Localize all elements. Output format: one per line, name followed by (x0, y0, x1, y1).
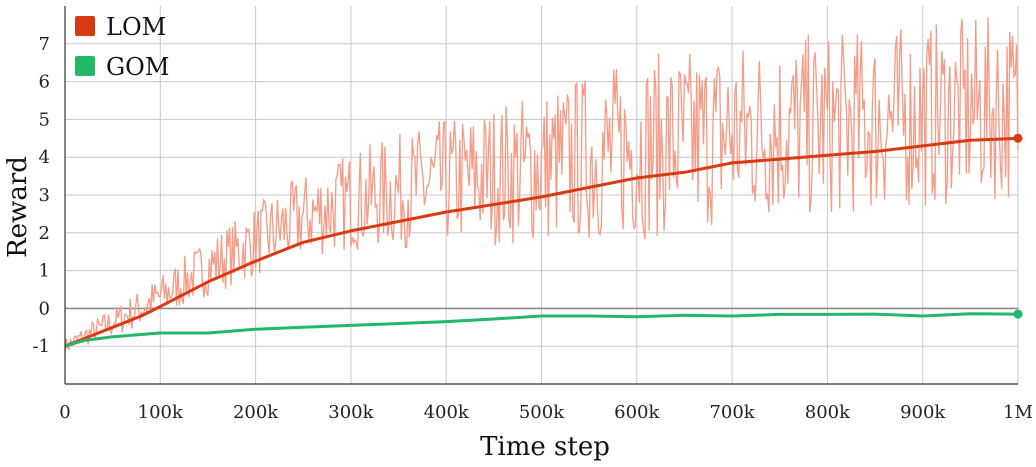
lom-raw-series (64, 17, 1019, 355)
y-tick-label: -1 (32, 336, 50, 357)
lom-line (64, 136, 1019, 348)
y-tick-label: 1 (39, 261, 50, 282)
x-tick-label: 100k (138, 402, 184, 423)
tick-labels: 0 100k 200k 300k 400k 500k 600k 700k 800k 900k 1M -… (32, 34, 1032, 423)
y-axis-title: Reward (3, 156, 33, 258)
x-tick-label: 500k (519, 402, 565, 423)
axes (64, 6, 1018, 385)
x-tick-label: 600k (614, 402, 660, 423)
gom-legend-swatch (75, 56, 95, 76)
x-tick-label: 900k (900, 402, 946, 423)
x-tick-label: 400k (424, 402, 470, 423)
x-tick-label: 1M (1003, 402, 1033, 423)
y-tick-label: 4 (39, 147, 50, 168)
grid-lines (65, 6, 1019, 384)
y-tick-label: 3 (39, 185, 50, 206)
x-tick-label: 0 (59, 402, 70, 423)
gom-line (64, 312, 1019, 348)
legend: LOM GOM (75, 13, 169, 81)
x-tick-label: 200k (233, 402, 279, 423)
lom-raw-line (64, 17, 1019, 355)
y-tick-label: 0 (39, 298, 50, 319)
smoothed-series (64, 133, 1023, 348)
gom-legend-label: GOM (106, 53, 169, 81)
lom-end-marker (1013, 133, 1023, 143)
y-tick-label: 6 (39, 72, 50, 93)
lom-legend-label: LOM (106, 13, 166, 41)
lom-legend-swatch (75, 16, 95, 36)
y-tick-label: 7 (39, 34, 50, 55)
x-tick-label: 700k (709, 402, 755, 423)
x-tick-label: 300k (328, 402, 374, 423)
x-tick-label: 800k (805, 402, 851, 423)
y-tick-label: 5 (39, 109, 50, 130)
x-axis-title: Time step (480, 432, 610, 462)
y-tick-label: 2 (39, 223, 50, 244)
gom-end-marker (1013, 309, 1023, 319)
